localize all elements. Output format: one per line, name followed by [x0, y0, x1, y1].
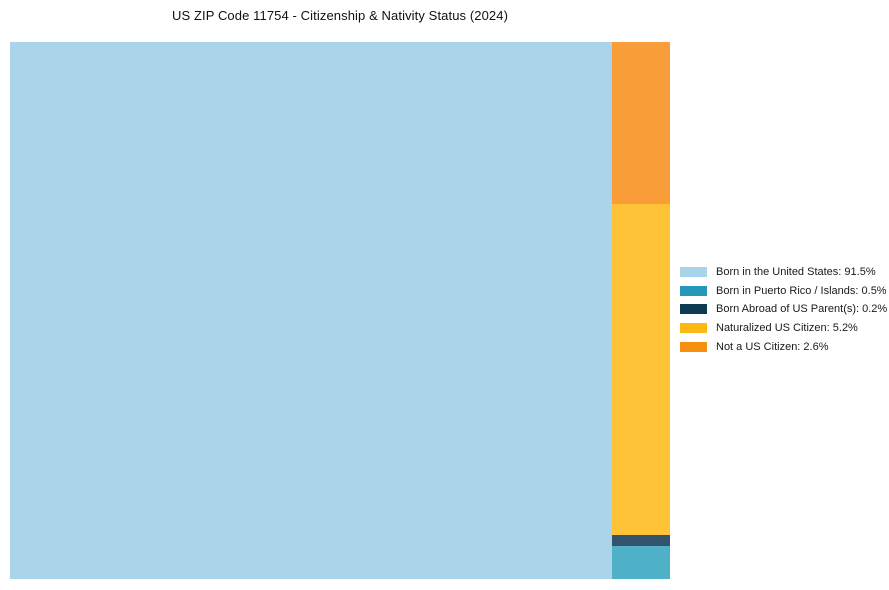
treemap-cell-born-in-puerto-rico-islands[interactable]: [612, 546, 670, 579]
legend-item-born-abroad-of-us-parent-s[interactable]: Born Abroad of US Parent(s): 0.2%: [680, 300, 888, 319]
legend-swatch-born-in-the-united-states: [680, 267, 707, 278]
legend: Born in the United States: 91.5% Born in …: [680, 263, 888, 356]
treemap-cell-born-abroad-of-us-parent-s[interactable]: [612, 535, 670, 546]
legend-item-not-a-us-citizen[interactable]: Not a US Citizen: 2.6%: [680, 337, 885, 356]
legend-label: Born Abroad of US Parent(s): 0.2%: [716, 303, 888, 316]
chart-title: US ZIP Code 11754 - Citizenship & Nativi…: [171, 8, 509, 23]
legend-swatch-born-in-puerto-rico-islands: [680, 285, 707, 296]
legend-swatch-naturalized-us-citizen: [680, 323, 707, 334]
legend-label: Naturalized US Citizen: 5.2%: [716, 322, 858, 335]
treemap-cell-naturalized-us-citizen[interactable]: [612, 204, 670, 535]
legend-swatch-born-abroad-of-us-parent-s: [680, 304, 707, 315]
legend-item-born-in-the-united-states[interactable]: Born in the United States: 91.5%: [680, 263, 885, 282]
legend-item-naturalized-us-citizen[interactable]: Naturalized US Citizen: 5.2%: [680, 319, 885, 338]
legend-swatch-not-a-us-citizen: [680, 341, 707, 352]
legend-label: Born in the United States: 91.5%: [716, 266, 876, 279]
treemap-cell-born-in-the-united-states[interactable]: [10, 42, 612, 579]
treemap-cell-not-a-us-citizen[interactable]: [612, 42, 670, 204]
legend-label: Not a US Citizen: 2.6%: [716, 340, 829, 353]
legend-label: Born in Puerto Rico / Islands: 0.5%: [716, 284, 887, 297]
legend-item-born-in-puerto-rico-islands[interactable]: Born in Puerto Rico / Islands: 0.5%: [680, 282, 887, 301]
